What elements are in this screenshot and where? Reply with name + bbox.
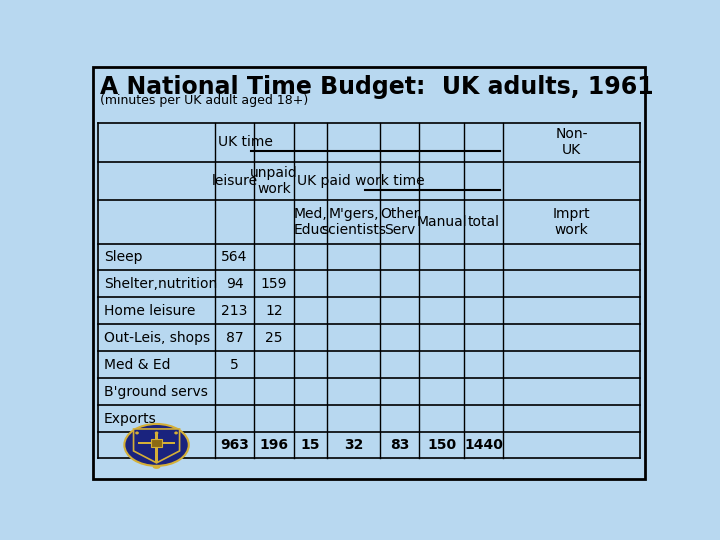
Text: 963: 963 — [220, 438, 249, 452]
FancyBboxPatch shape — [138, 442, 175, 444]
Text: (minutes per UK adult aged 18+): (minutes per UK adult aged 18+) — [100, 94, 308, 107]
Text: 196: 196 — [259, 438, 289, 452]
Text: Other
Serv: Other Serv — [380, 207, 420, 237]
Text: Manual: Manual — [416, 215, 467, 229]
Text: 87: 87 — [225, 331, 243, 345]
Ellipse shape — [174, 431, 178, 435]
Text: Imprt
work: Imprt work — [553, 207, 590, 237]
Text: 83: 83 — [390, 438, 410, 452]
Text: Non-
UK: Non- UK — [555, 127, 588, 157]
Text: M'gers,
scientists: M'gers, scientists — [321, 207, 387, 237]
Text: 12: 12 — [265, 304, 283, 318]
Text: 5: 5 — [230, 358, 239, 372]
FancyBboxPatch shape — [93, 67, 645, 478]
Text: Med & Ed: Med & Ed — [104, 358, 171, 372]
Text: Home leisure: Home leisure — [104, 304, 195, 318]
Ellipse shape — [155, 431, 158, 435]
Text: Shelter,nutrition: Shelter,nutrition — [104, 277, 217, 291]
Text: A National Time Budget:  UK adults, 1961: A National Time Budget: UK adults, 1961 — [100, 75, 654, 99]
Text: UK paid work time: UK paid work time — [297, 174, 424, 188]
Text: unpaid
work: unpaid work — [250, 166, 298, 196]
FancyBboxPatch shape — [156, 432, 158, 462]
Text: 1440: 1440 — [464, 438, 503, 452]
Text: 25: 25 — [265, 331, 283, 345]
Text: 213: 213 — [221, 304, 248, 318]
Text: UK time: UK time — [217, 135, 272, 149]
Text: leisure: leisure — [212, 174, 258, 188]
Text: 159: 159 — [261, 277, 287, 291]
Text: 15: 15 — [301, 438, 320, 452]
Text: Sleep: Sleep — [104, 250, 143, 264]
FancyBboxPatch shape — [151, 439, 162, 447]
Text: B'ground servs: B'ground servs — [104, 384, 208, 399]
Text: 94: 94 — [225, 277, 243, 291]
Ellipse shape — [125, 424, 189, 466]
Text: total: total — [467, 215, 500, 229]
Text: 564: 564 — [221, 250, 248, 264]
Polygon shape — [133, 429, 179, 463]
Text: Exports: Exports — [104, 411, 157, 426]
Ellipse shape — [135, 431, 139, 435]
Text: 32: 32 — [344, 438, 364, 452]
Text: Out-Leis, shops: Out-Leis, shops — [104, 331, 210, 345]
Ellipse shape — [153, 465, 161, 469]
Text: Med,
Educ: Med, Educ — [294, 207, 328, 237]
Text: 150: 150 — [427, 438, 456, 452]
